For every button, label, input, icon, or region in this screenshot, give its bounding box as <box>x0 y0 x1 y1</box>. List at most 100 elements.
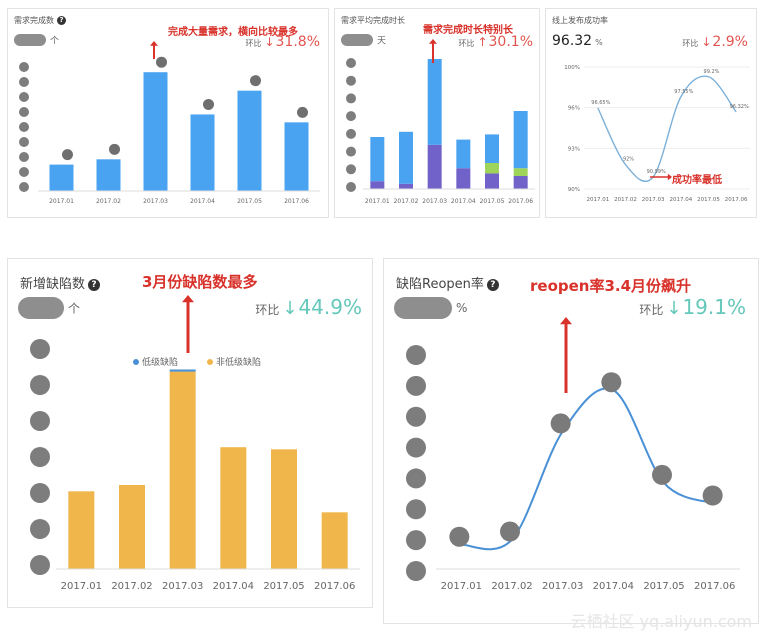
redacted-y-tick-label <box>346 111 356 122</box>
data-label: 96.32% <box>730 104 749 110</box>
arrow-up-icon <box>429 39 437 44</box>
redacted-y-tick-label <box>406 561 426 581</box>
y-tick-label: 93% <box>568 146 580 152</box>
mom-change: 环比 ↓19.1% <box>639 295 746 319</box>
arrow-up-icon <box>560 317 572 325</box>
y-tick-label: 96% <box>568 106 580 112</box>
redacted-y-tick-label <box>19 122 29 132</box>
redacted-value <box>14 34 46 46</box>
data-label: 97.55% <box>674 89 693 95</box>
mom-change: 环比 ↑30.1% <box>458 31 533 50</box>
chart-panel-defect-reopen-rate: 缺陷Reopen率? % 环比 ↓19.1% reopen率3.4月份飙升 201… <box>383 258 759 624</box>
help-icon[interactable]: ? <box>486 278 499 291</box>
legend-label: 非低级缺陷 <box>216 356 261 368</box>
x-tick-label: 2017.06 <box>314 581 355 592</box>
x-tick-label: 2017.02 <box>614 197 637 203</box>
x-tick-label: 2017.04 <box>213 581 254 592</box>
redacted-data-label <box>109 143 120 155</box>
redacted-value <box>18 297 64 319</box>
x-tick-label: 2017.02 <box>491 581 532 592</box>
redacted-y-tick-label <box>30 519 50 539</box>
legend-swatch <box>133 359 139 365</box>
bar <box>96 159 121 191</box>
mom-value: 19.1% <box>682 295 746 319</box>
bar-segment <box>321 512 348 569</box>
chart-panel-completed-requirements: 需求完成数? 个 环比 ↓31.8% 完成大量需求，横向比较最多 2017.01 2… <box>7 8 329 218</box>
redacted-data-label <box>62 149 73 161</box>
headline-value: % <box>394 297 467 319</box>
chart-panel-new-defects: 新增缺陷数? 个 环比 ↓44.9% 3月份缺陷数最多 低级缺陷 非低级缺陷 2017… <box>7 258 373 608</box>
up-arrow-icon: ↑ <box>477 35 488 49</box>
redacted-y-tick-label <box>406 468 426 489</box>
headline-value: 个 <box>14 33 59 47</box>
bar-segment <box>456 139 471 169</box>
bar <box>49 164 74 191</box>
redacted-data-label <box>702 485 723 506</box>
x-tick-label: 2017.01 <box>586 197 609 203</box>
bar-segment <box>119 485 145 569</box>
mom-label: 环比 <box>458 39 475 48</box>
watermark: 云栖社区 yq.aliyun.com <box>570 612 752 631</box>
mom-change: 环比 ↓31.8% <box>245 31 320 50</box>
help-icon[interactable]: ? <box>57 16 66 25</box>
redacted-data-label <box>652 464 672 485</box>
x-tick-label: 2017.03 <box>143 198 168 205</box>
redacted-data-label <box>601 372 622 393</box>
x-tick-label: 2017.02 <box>96 198 121 205</box>
down-arrow-icon: ↓ <box>666 298 682 319</box>
value-unit: 个 <box>50 36 60 47</box>
value-unit: % <box>456 301 468 315</box>
annotation-callout: 完成大量需求，横向比较最多 <box>168 27 298 38</box>
y-tick-label: 90% <box>568 187 580 193</box>
x-tick-label: 2017.04 <box>451 198 476 205</box>
value-number: 96.32 <box>552 33 593 49</box>
bar-segment <box>68 491 95 569</box>
data-label: 90.99% <box>647 169 666 175</box>
series-line <box>597 75 737 183</box>
legend-label: 低级缺陷 <box>142 356 178 368</box>
redacted-data-label <box>250 75 261 87</box>
bar <box>284 122 309 191</box>
data-label: 96.65% <box>591 100 610 106</box>
x-tick-label: 2017.01 <box>441 581 482 592</box>
bar-segment <box>220 447 247 569</box>
arrow-up-icon <box>150 41 158 46</box>
redacted-y-tick-label <box>346 146 356 157</box>
redacted-data-label <box>297 106 308 118</box>
redacted-y-tick-label <box>19 92 29 102</box>
bar-segment <box>485 163 499 174</box>
x-tick-label: 2017.03 <box>162 581 203 592</box>
help-icon[interactable]: ? <box>88 278 101 291</box>
redacted-y-tick-label <box>30 555 50 575</box>
x-tick-label: 2017.06 <box>284 198 309 205</box>
redacted-y-tick-label <box>406 530 426 551</box>
value-unit: 天 <box>377 36 387 47</box>
redacted-y-tick-label <box>19 62 29 72</box>
redacted-y-tick-label <box>346 58 356 68</box>
redacted-y-tick-label <box>406 437 426 458</box>
redacted-y-tick-label <box>30 375 50 395</box>
mom-value: 30.1% <box>488 34 533 50</box>
chart-title: 线上发布成功率 <box>552 16 608 25</box>
redacted-y-tick-label <box>406 406 426 427</box>
bar <box>190 114 215 191</box>
line-chart: 100% 96% 93% 90% 96.65% 92% 90.99% 97.55% 99.2% 9… <box>564 65 750 203</box>
bar <box>143 72 168 191</box>
bar <box>237 90 262 191</box>
redacted-y-tick-label <box>19 182 29 192</box>
x-tick-label: 2017.03 <box>542 581 583 592</box>
bar-segment <box>370 181 385 189</box>
x-tick-label: 2017.05 <box>643 581 684 592</box>
chart-title: 需求平均完成时长 <box>341 16 405 25</box>
mom-change: 环比 ↓44.9% <box>255 295 362 319</box>
bar-segment <box>271 449 297 569</box>
chart-title: 缺陷Reopen率? <box>396 273 499 292</box>
bar-segment <box>399 183 413 189</box>
down-arrow-icon: ↓ <box>264 35 275 49</box>
redacted-data-label <box>500 521 520 542</box>
bar-segment <box>485 173 499 189</box>
stacked-bar-chart: 2017.01 2017.02 2017.03 2017.04 2017.05 2017.… <box>346 39 535 205</box>
value-unit: 个 <box>68 301 81 316</box>
redacted-y-tick-label <box>30 483 50 503</box>
mom-label: 环比 <box>255 303 280 317</box>
